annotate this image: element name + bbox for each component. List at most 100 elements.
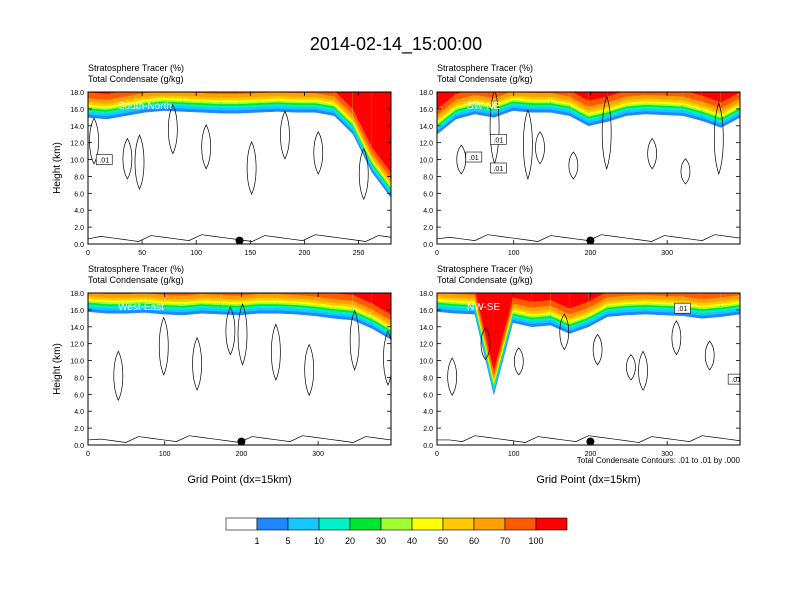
tracer-band (88, 293, 108, 294)
x-tick-label: 250 (353, 250, 365, 257)
condensate-contour (513, 347, 524, 376)
contour-label-box (490, 133, 507, 145)
figure-title: 2014-02-14_15:00:00 (310, 34, 482, 55)
tracer-band (258, 92, 278, 93)
x-tick-label: 300 (661, 250, 673, 257)
tracer-band (277, 293, 297, 294)
colorbar-swatch (535, 517, 568, 531)
y-tick-label: 18.0 (419, 90, 433, 97)
y-tick-label: 18.0 (70, 90, 84, 97)
tracer-band (607, 293, 627, 294)
colorbar-label: 5 (285, 536, 290, 546)
plot-frame (436, 91, 741, 245)
x-tick-label: 150 (244, 250, 256, 257)
tracer-band (531, 92, 551, 93)
tracer-band (125, 92, 146, 93)
colorbar-swatch (380, 517, 413, 531)
condensate-contour (89, 117, 99, 165)
tracer-band (607, 92, 627, 97)
panel-south-north: .01 South-North Stratosphere Tracer (%)Tot… (52, 63, 392, 257)
tracer-band (239, 92, 259, 93)
tracer-band (163, 92, 183, 97)
y-tick-label: 0.0 (423, 443, 433, 450)
condensate-contour (122, 137, 133, 180)
tracer-band (550, 92, 570, 93)
condensate-contour (280, 110, 290, 160)
tracer-band (144, 293, 164, 294)
y-tick-label: 12.0 (70, 141, 84, 148)
x-tick-label: 200 (585, 451, 597, 458)
x-tick-label: 200 (585, 250, 597, 257)
x-tick-label: 100 (508, 451, 520, 458)
panel-title-line: Stratosphere Tracer (%) (88, 63, 184, 73)
y-tick-label: 2.0 (423, 225, 433, 232)
tracer-band (531, 293, 551, 302)
colorbar-label: 40 (407, 536, 417, 546)
x-tick-label: 300 (661, 451, 673, 458)
contour-label: .01 (731, 377, 741, 384)
tracer-band (296, 293, 316, 294)
y-tick-label: 6.0 (74, 191, 84, 198)
colorbar-swatch (287, 517, 320, 531)
y-tick-label: 4.0 (74, 409, 84, 416)
condensate-contour (626, 354, 636, 381)
x-tick-label: 0 (86, 451, 90, 458)
colorbar-swatch (349, 517, 382, 531)
x-tick-label: 0 (435, 451, 439, 458)
y-tick-label: 2.0 (74, 225, 84, 232)
y-tick-label: 16.0 (419, 107, 433, 114)
colorbar-label: 50 (438, 536, 448, 546)
colorbar-label: 60 (469, 536, 479, 546)
y-tick-label: 16.0 (419, 308, 433, 315)
colorbar-label: 20 (345, 536, 355, 546)
plot-frame (87, 292, 392, 446)
tracer-band (239, 293, 259, 294)
tracer-band (626, 293, 646, 294)
panel-title-line: Total Condensate (g/kg) (88, 275, 184, 285)
colorbar-swatch (225, 517, 258, 531)
tracer-band (720, 92, 740, 103)
condensate-contour (313, 130, 324, 175)
condensate-contour (713, 101, 724, 176)
tracer-band (626, 92, 646, 93)
contour-note: Total Condensate Contours: .01 to .01 by… (577, 456, 741, 465)
panel-west-east: West-East Stratosphere Tracer (%)Total Co… (52, 264, 392, 486)
y-tick-label: 0.0 (74, 443, 84, 450)
tracer-band (106, 293, 127, 294)
y-tick-label: 16.0 (70, 107, 84, 114)
condensate-contour (201, 124, 212, 170)
tracer-band (220, 92, 240, 93)
y-tick-label: 0.0 (423, 242, 433, 249)
condensate-contour (192, 336, 202, 391)
plot-frame (87, 91, 392, 245)
panel-title-line: Stratosphere Tracer (%) (437, 63, 533, 73)
tracer-band (437, 293, 457, 294)
y-axis-label: Height (km) (52, 343, 63, 395)
y-axis-label: Height (km) (52, 142, 63, 194)
y-tick-label: 8.0 (74, 375, 84, 382)
condensate-contour (638, 350, 648, 391)
y-tick-label: 8.0 (423, 375, 433, 382)
tracer-band (645, 293, 665, 294)
tracer-band (258, 293, 278, 294)
contour-label-box (674, 302, 691, 314)
tracer-band (125, 293, 146, 294)
y-tick-label: 14.0 (419, 124, 433, 131)
tracer-band (371, 92, 391, 173)
tracer-band (512, 92, 532, 93)
y-tick-label: 14.0 (70, 325, 84, 332)
x-axis-label: Grid Point (dx=15km) (536, 474, 640, 486)
x-tick-label: 100 (159, 451, 171, 458)
tracer-band (296, 92, 316, 93)
condensate-contour (568, 151, 579, 180)
panel-title-line: Total Condensate (g/kg) (88, 74, 184, 84)
tracer-band (201, 92, 221, 93)
colorbar-swatch (473, 517, 506, 531)
tracer-band (493, 92, 513, 99)
condensate-contour (271, 323, 281, 381)
tracer-band (277, 92, 297, 93)
condensate-contour (167, 103, 178, 155)
panel-label: SW-NE (467, 101, 500, 112)
tracer-band (474, 92, 494, 93)
